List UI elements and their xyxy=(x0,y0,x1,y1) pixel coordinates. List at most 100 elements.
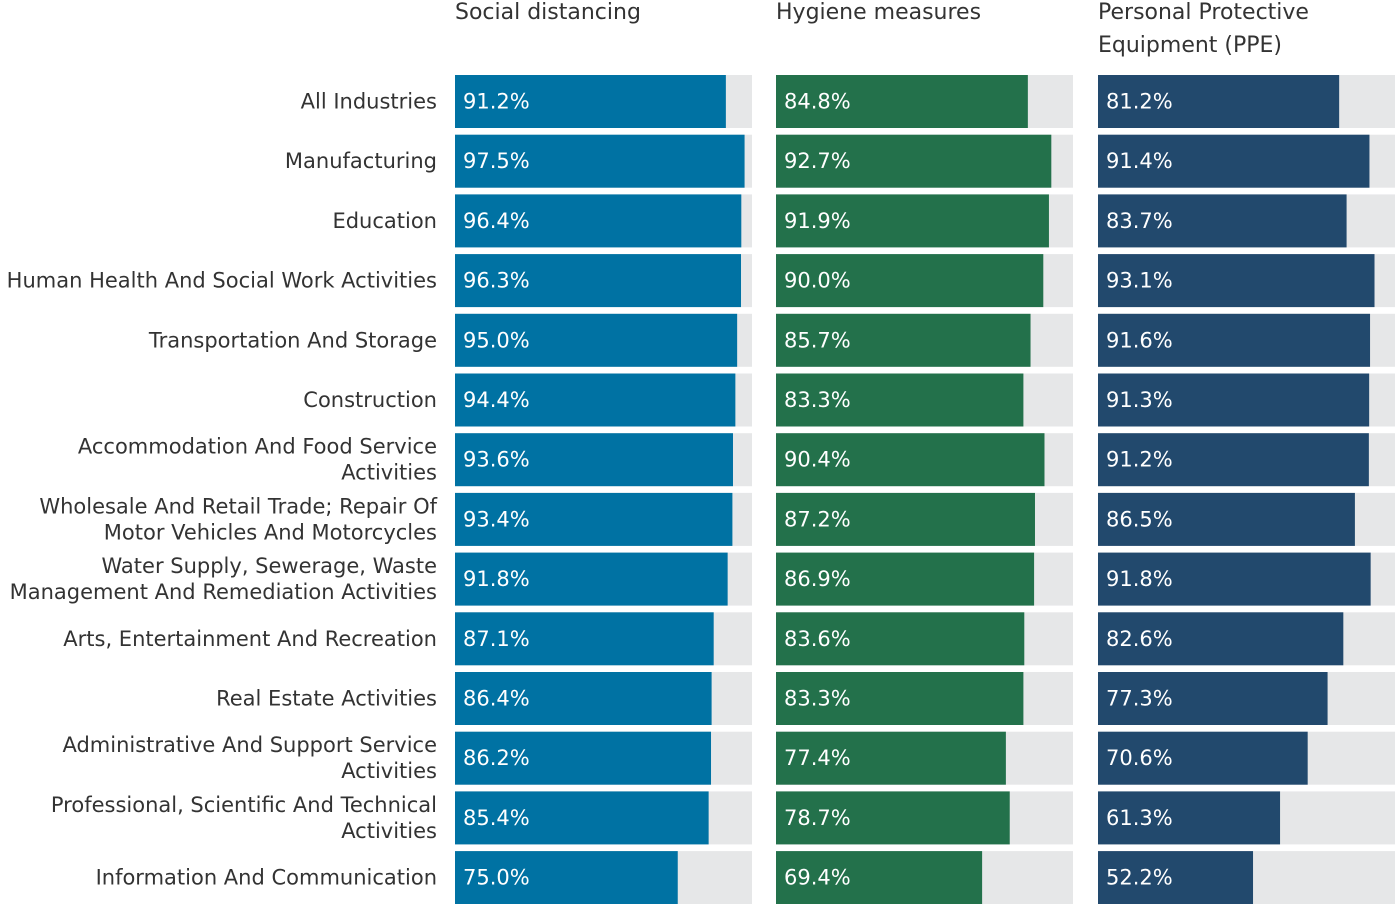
bar xyxy=(1098,433,1369,487)
category-label-line: Motor Vehicles And Motorcycles xyxy=(104,520,437,544)
category-label: Water Supply, Sewerage, Waste Management … xyxy=(10,554,437,604)
category-label-line: Education xyxy=(332,209,437,233)
value-label: 78.7% xyxy=(784,806,851,830)
value-label: 87.2% xyxy=(784,507,851,531)
category-label-line: Management And Remediation Activities xyxy=(10,580,437,604)
bar xyxy=(1098,254,1375,308)
bar xyxy=(455,552,728,606)
category-label: Transportation And Storage xyxy=(148,328,437,352)
category-label: Education xyxy=(332,209,437,233)
category-label: Administrative And Support Service Activi… xyxy=(62,733,437,783)
value-label: 61.3% xyxy=(1106,806,1173,830)
category-label-line: All Industries xyxy=(301,90,437,114)
category-label: Human Health And Social Work Activities xyxy=(7,269,437,293)
category-label-line: Activities xyxy=(341,759,437,783)
value-label: 90.4% xyxy=(784,448,851,472)
value-label: 85.4% xyxy=(463,806,530,830)
value-labels: 91.2% 97.5% 96.4% 96.3% 95.0% 94.4% 93.6% 93.4%… xyxy=(463,90,1173,890)
value-label: 91.2% xyxy=(463,90,530,114)
category-label-line: Administrative And Support Service xyxy=(62,733,437,757)
bar xyxy=(455,134,745,188)
value-label: 92.7% xyxy=(784,149,851,173)
category-label-line: Wholesale And Retail Trade; Repair Of xyxy=(39,494,437,518)
value-label: 93.1% xyxy=(1106,269,1173,293)
bar xyxy=(455,672,712,725)
value-label: 75.0% xyxy=(463,866,530,890)
bar xyxy=(455,492,733,546)
value-label: 91.8% xyxy=(463,567,530,591)
value-label: 83.3% xyxy=(784,687,851,711)
value-label: 70.6% xyxy=(1106,746,1173,770)
bar xyxy=(776,254,1044,308)
value-label: 94.4% xyxy=(463,388,530,412)
value-label: 96.4% xyxy=(463,209,530,233)
bar xyxy=(1098,791,1281,845)
value-label: 82.6% xyxy=(1106,627,1173,651)
series-title-line: Equipment (PPE) xyxy=(1098,33,1282,58)
category-label: Accommodation And Food Service Activities xyxy=(78,435,437,485)
value-label: 86.2% xyxy=(463,746,530,770)
bar xyxy=(776,791,1010,845)
value-label: 91.6% xyxy=(1106,328,1173,352)
bar xyxy=(455,194,742,248)
value-label: 97.5% xyxy=(463,149,530,173)
bar xyxy=(1098,373,1370,427)
value-label: 85.7% xyxy=(784,328,851,352)
bar xyxy=(455,851,678,905)
bar xyxy=(455,791,709,845)
bar xyxy=(1098,75,1340,128)
category-label-line: Activities xyxy=(341,819,437,843)
bar xyxy=(1098,612,1344,666)
category-label-line: Activities xyxy=(341,461,437,485)
category-label-line: Information And Communication xyxy=(96,866,437,890)
series-titles: Social distancing Hygiene measures Persona… xyxy=(455,0,1309,58)
category-label-line: Manufacturing xyxy=(285,149,437,173)
category-label: All Industries xyxy=(301,90,437,114)
value-label: 77.4% xyxy=(784,746,851,770)
value-label: 84.8% xyxy=(784,90,851,114)
bar xyxy=(455,373,736,427)
bar xyxy=(776,492,1035,546)
bar xyxy=(776,851,983,905)
bar xyxy=(776,75,1028,128)
category-label: Real Estate Activities xyxy=(216,687,437,711)
bar xyxy=(776,433,1045,487)
value-label: 81.2% xyxy=(1106,90,1173,114)
category-label: Manufacturing xyxy=(285,149,437,173)
category-label-line: Accommodation And Food Service xyxy=(78,435,437,459)
category-label-line: Real Estate Activities xyxy=(216,687,437,711)
bar xyxy=(1098,672,1328,725)
bar xyxy=(776,612,1025,666)
value-label: 93.4% xyxy=(463,507,530,531)
bars xyxy=(455,75,1395,905)
bar xyxy=(455,254,742,308)
series-title-1: Social distancing xyxy=(455,0,641,25)
category-label-line: Human Health And Social Work Activities xyxy=(7,269,437,293)
series-title-2: Hygiene measures xyxy=(776,0,981,25)
value-label: 91.4% xyxy=(1106,149,1173,173)
value-label: 52.2% xyxy=(1106,866,1173,890)
value-label: 86.9% xyxy=(784,567,851,591)
value-label: 91.8% xyxy=(1106,567,1173,591)
bar xyxy=(776,731,1006,785)
bar xyxy=(1098,194,1347,248)
category-labels: All Industries Manufacturing Education Huma… xyxy=(7,90,438,890)
value-label: 93.6% xyxy=(463,448,530,472)
bar xyxy=(776,134,1052,188)
bar xyxy=(776,373,1024,427)
bar xyxy=(776,194,1049,248)
value-label: 95.0% xyxy=(463,328,530,352)
value-label: 86.4% xyxy=(463,687,530,711)
bar xyxy=(776,672,1024,725)
bar xyxy=(1098,134,1370,188)
value-label: 83.7% xyxy=(1106,209,1173,233)
bar xyxy=(455,731,712,785)
category-label-line: Arts, Entertainment And Recreation xyxy=(63,627,437,651)
bar xyxy=(455,75,726,128)
value-label: 91.2% xyxy=(1106,448,1173,472)
bar xyxy=(776,552,1035,606)
bar xyxy=(776,313,1031,367)
value-label: 91.9% xyxy=(784,209,851,233)
category-label: Wholesale And Retail Trade; Repair Of Mot… xyxy=(39,494,437,544)
value-label: 83.6% xyxy=(784,627,851,651)
